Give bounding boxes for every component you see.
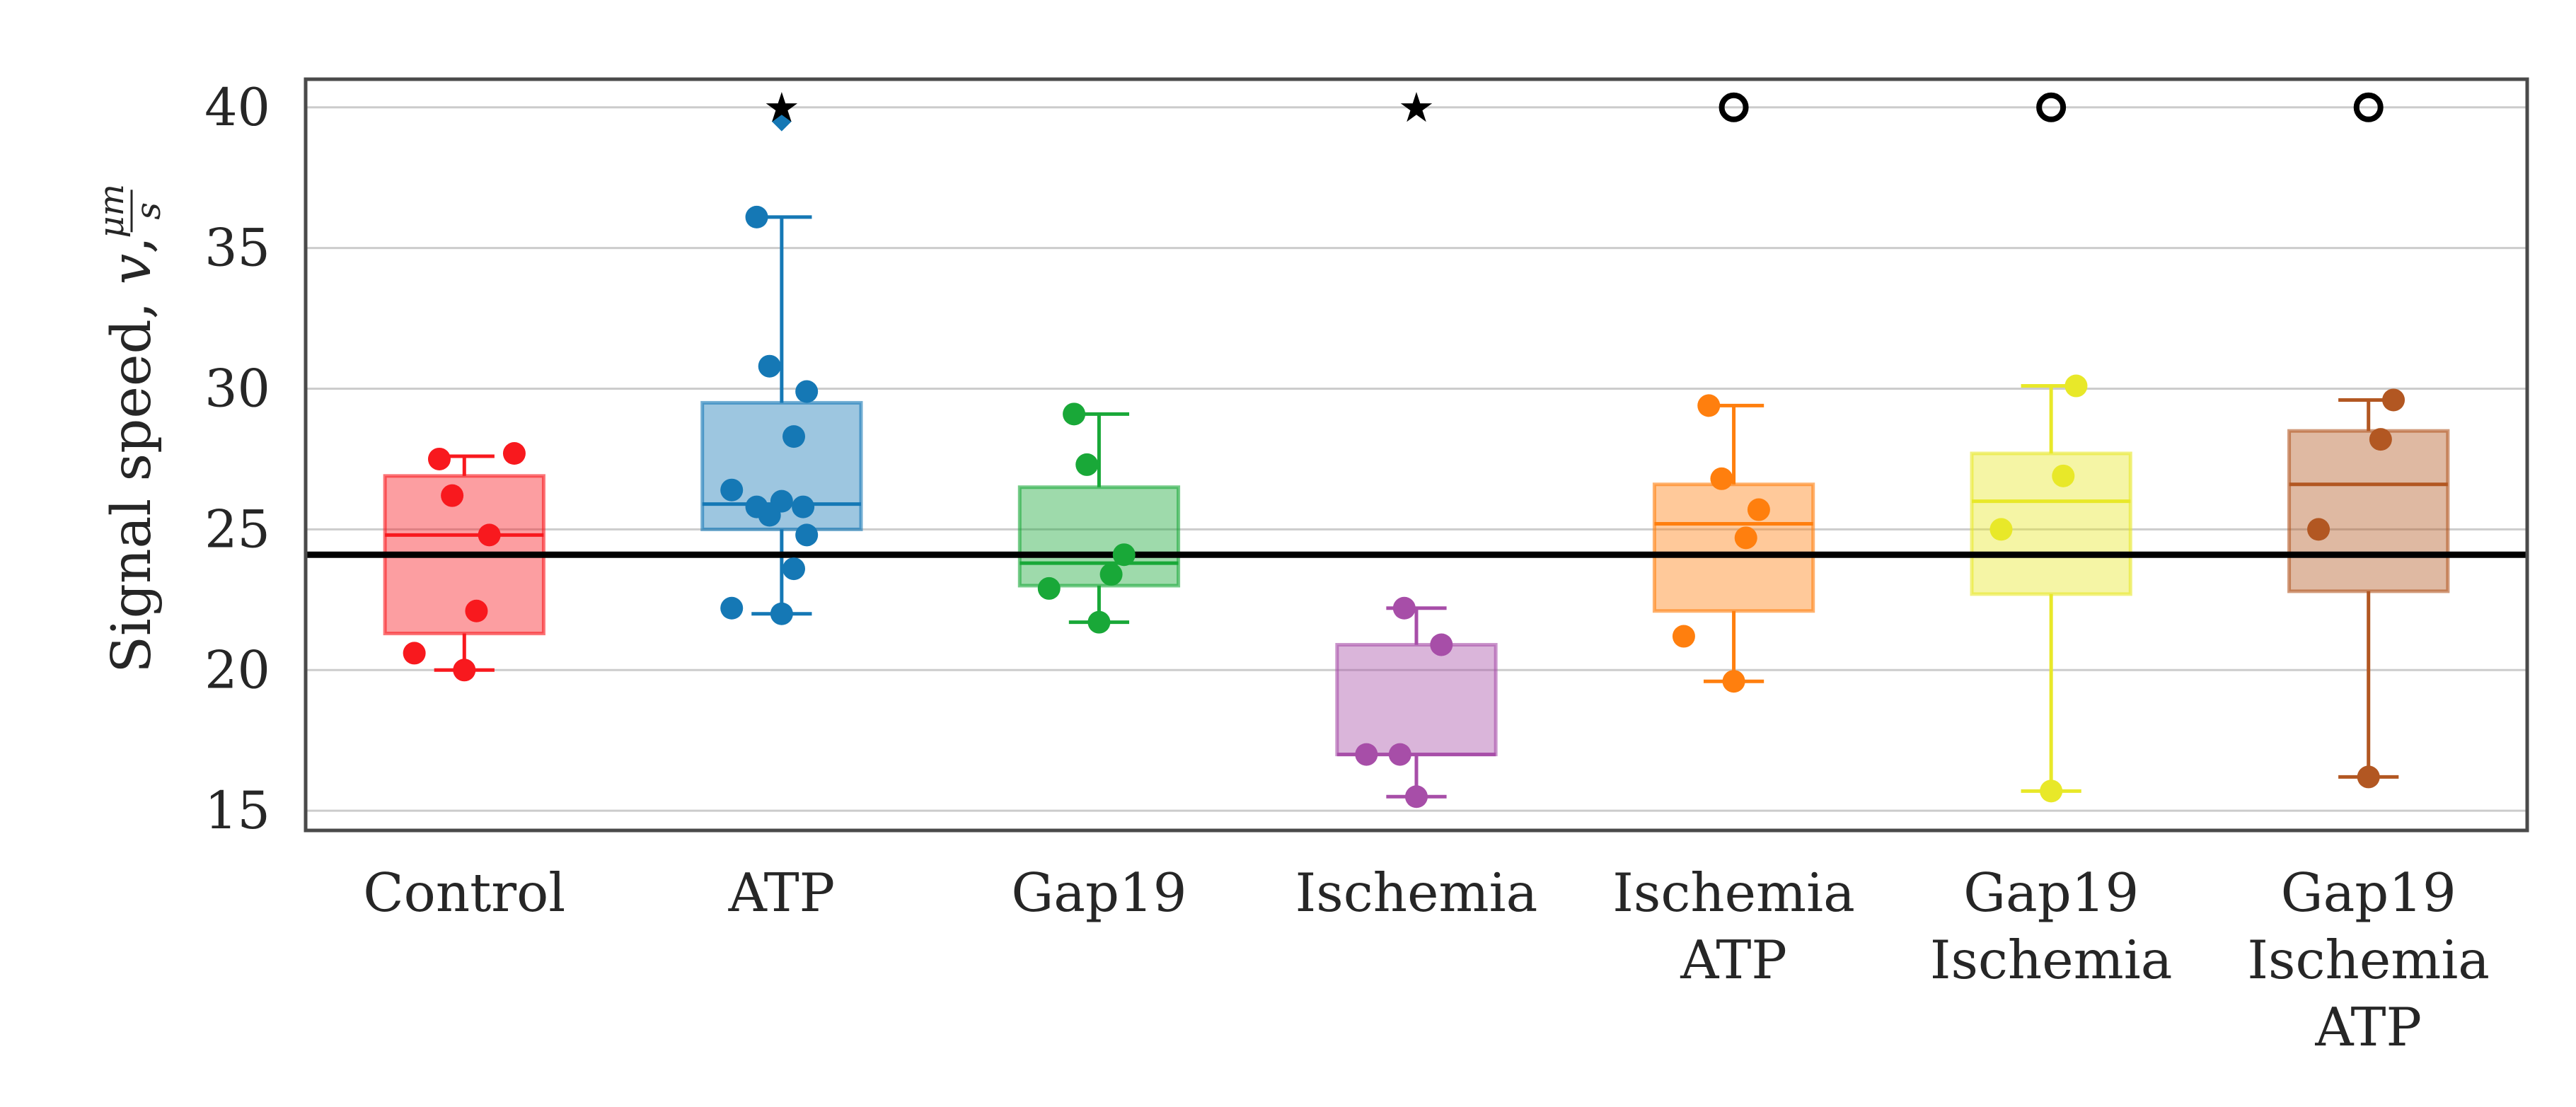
data-point xyxy=(1672,625,1695,648)
data-point xyxy=(2307,518,2330,541)
x-category-label: ATP xyxy=(2314,996,2422,1058)
data-point xyxy=(1747,498,1770,521)
data-point xyxy=(2382,388,2405,412)
data-point xyxy=(427,447,451,470)
significance-star: ★ xyxy=(1398,83,1435,132)
significance-markers: ★ ★ xyxy=(763,83,2384,132)
significance-circle xyxy=(2353,92,2384,122)
data-point xyxy=(782,425,806,448)
data-point xyxy=(1405,785,1428,808)
x-category-label: Gap19 xyxy=(1963,862,2139,924)
y-unit-denominator: s xyxy=(129,202,168,220)
y-label-text: Signal speed, v, xyxy=(100,236,163,673)
data-point xyxy=(2357,765,2380,789)
x-axis-labels: Control ATP Gap19 Ischemia IschemiaATPGap19I… xyxy=(363,862,2490,1058)
data-point xyxy=(2040,779,2063,803)
y-axis-ticks: 15 20 25 30 35 40 xyxy=(204,78,270,841)
y-unit-numerator: μm xyxy=(92,184,132,238)
data-point xyxy=(1697,394,1721,417)
data-point xyxy=(782,557,806,581)
data-point xyxy=(1075,453,1099,476)
significance-star: ★ xyxy=(763,83,800,132)
significance-circle xyxy=(1719,92,1749,122)
y-label-separator: , xyxy=(100,236,163,253)
box xyxy=(1652,482,1815,613)
data-point xyxy=(1037,576,1061,600)
y-label-rotated: Signal speed, v, μms xyxy=(92,184,168,673)
x-category-label: Ischemia xyxy=(1295,862,1538,924)
data-point xyxy=(2064,374,2088,398)
data-point xyxy=(795,380,819,403)
data-point xyxy=(758,354,781,378)
box-group xyxy=(1017,412,1181,625)
x-category-label: ATP xyxy=(728,862,836,924)
data-point xyxy=(1710,467,1733,490)
box xyxy=(1335,642,1498,757)
data-point xyxy=(403,642,426,665)
box xyxy=(1017,485,1181,588)
y-tick-label: 25 xyxy=(204,499,270,560)
box-group xyxy=(1652,403,1815,683)
data-point xyxy=(502,442,526,465)
data-point xyxy=(720,478,744,502)
y-tick-label: 30 xyxy=(204,359,270,419)
y-tick-label: 20 xyxy=(204,640,270,700)
data-point xyxy=(465,599,488,622)
y-axis-label: Signal speed, v, μms xyxy=(92,184,168,673)
data-point xyxy=(1087,610,1111,634)
x-category-label: Ischemia xyxy=(1612,862,1855,924)
y-label-symbol: v xyxy=(100,254,163,285)
plot-frame xyxy=(304,77,2529,833)
data-point xyxy=(745,205,768,228)
outlier-point xyxy=(771,111,792,132)
x-category-label: Ischemia xyxy=(2247,929,2490,991)
data-point xyxy=(1722,670,1745,693)
data-point xyxy=(453,659,476,682)
data-point xyxy=(1989,518,2013,541)
box xyxy=(2287,429,2450,593)
box-group xyxy=(2287,398,2450,779)
data-point xyxy=(770,602,793,625)
data-point xyxy=(2052,464,2075,487)
x-category-label: Gap19 xyxy=(2281,862,2456,924)
x-category-label: Control xyxy=(363,862,565,924)
data-point xyxy=(720,596,744,620)
data-point xyxy=(1388,743,1411,766)
data-point xyxy=(1355,743,1378,766)
data-point xyxy=(795,523,819,547)
x-category-label: ATP xyxy=(1680,929,1787,991)
significance-circle xyxy=(2036,92,2067,122)
x-category-label: Ischemia xyxy=(1930,929,2173,991)
data-point xyxy=(1734,526,1757,550)
data-point xyxy=(478,523,501,547)
data-point xyxy=(1099,563,1123,586)
data-point xyxy=(745,495,768,518)
points xyxy=(403,111,2405,808)
data-point xyxy=(441,484,464,507)
gridlines xyxy=(306,106,2527,812)
data-point xyxy=(792,495,815,518)
data-point xyxy=(1112,543,1136,567)
y-tick-label: 40 xyxy=(204,78,270,138)
y-label-main: Signal speed, xyxy=(100,284,163,673)
y-tick-label: 35 xyxy=(204,219,270,279)
x-category-label: Gap19 xyxy=(1011,862,1186,924)
data-point xyxy=(1392,596,1416,620)
y-tick-label: 15 xyxy=(204,781,270,841)
data-point xyxy=(770,489,793,513)
data-point xyxy=(1430,633,1453,656)
data-point xyxy=(1063,402,1086,426)
data-point xyxy=(2369,428,2392,451)
